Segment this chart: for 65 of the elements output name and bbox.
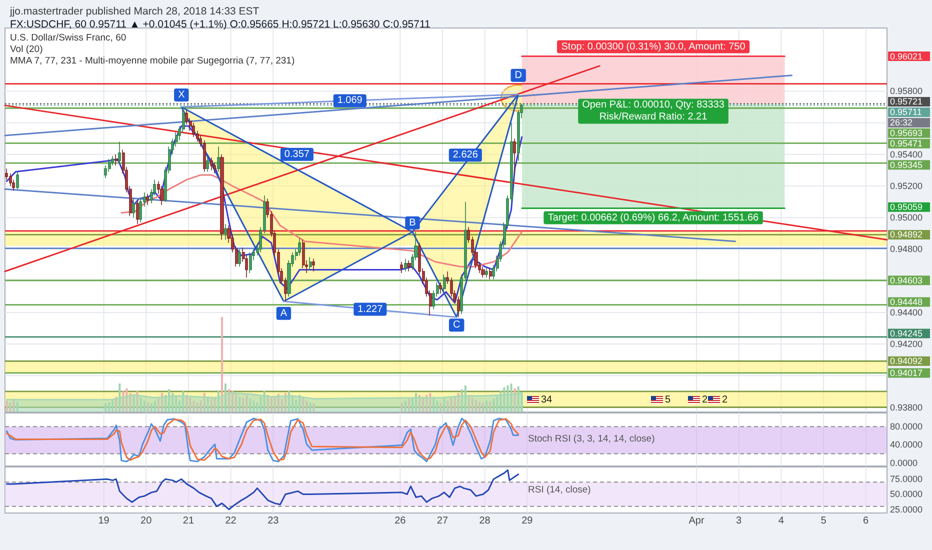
ref-line-label: 0.95721 bbox=[890, 96, 923, 107]
annotation: U.S. Dollar/Swiss Franc, 60 bbox=[10, 32, 126, 44]
x-tick-label: 27 bbox=[436, 516, 448, 526]
y-tick-label: 0.0000 bbox=[890, 458, 918, 468]
y-tick-label: 0.93800 bbox=[890, 402, 923, 412]
x-tick-label: 23 bbox=[268, 516, 280, 526]
y-tick-label: 80.0000 bbox=[890, 422, 923, 432]
y-tick-label: 25.0000 bbox=[890, 504, 923, 514]
annotation: Vol (20) bbox=[10, 44, 43, 55]
text: Stoch RSI (3, 3, 14, 14, close) bbox=[528, 434, 655, 444]
text: 0.96021 bbox=[890, 51, 923, 62]
x-tick-label: 19 bbox=[98, 516, 110, 526]
annotation: C bbox=[452, 320, 460, 331]
annotation: 2 bbox=[702, 394, 708, 406]
chart-subtitle: jjo.mastertrader published March 28, 2018 14:33 EST bbox=[9, 6, 260, 18]
ref-line-label: 0.94245 bbox=[890, 328, 923, 339]
ref-line-label: 0.95693 bbox=[890, 128, 923, 138]
annotation: A bbox=[280, 308, 288, 319]
text: 0.95059 bbox=[890, 202, 923, 212]
ref-line-label: 0.95471 bbox=[890, 138, 923, 149]
ref-line-label: 0.94603 bbox=[890, 275, 923, 286]
x-tick-label: 29 bbox=[522, 516, 534, 526]
y-tick-label: 0.95400 bbox=[890, 149, 923, 160]
annotation: 1.069 bbox=[337, 95, 363, 106]
x-tick-label: 28 bbox=[479, 516, 491, 526]
annotation: 2 bbox=[722, 394, 728, 406]
y-tick-label: 75.0000 bbox=[890, 474, 923, 484]
y-tick-label: 0.94400 bbox=[890, 307, 923, 318]
annotation: 1.227 bbox=[358, 304, 384, 315]
ref-line-label: 0.94892 bbox=[890, 230, 923, 240]
y-tick-label: 0.95000 bbox=[890, 212, 923, 223]
x-tick-label: 20 bbox=[140, 516, 152, 526]
x-tick-label: 26 bbox=[394, 516, 406, 526]
x-tick-label: 4 bbox=[778, 516, 784, 526]
annotation: 0.357 bbox=[284, 148, 310, 160]
x-tick-label: 5 bbox=[820, 516, 827, 526]
annotation: Open P&L: 0.00010, Qty: 83333 Risk/Reward Ratio: 2.21 bbox=[582, 100, 725, 123]
y-tick-label: 0.95800 bbox=[890, 86, 923, 96]
x-tick-label: 3 bbox=[736, 516, 742, 526]
x-tick-label: Apr bbox=[688, 516, 705, 526]
x-tick-label: 6 bbox=[863, 516, 870, 526]
ref-line-label: 0.94448 bbox=[890, 296, 923, 307]
text: RSI (14, close) bbox=[528, 484, 591, 496]
y-tick-label: 0.95200 bbox=[890, 181, 923, 192]
annotation: 2.626 bbox=[452, 150, 478, 161]
annotation: B bbox=[409, 217, 416, 228]
ref-line-label: 0.94092 bbox=[890, 356, 923, 366]
annotation: D bbox=[514, 70, 522, 81]
annotation: 5 bbox=[665, 394, 671, 406]
annotation: 34 bbox=[541, 394, 553, 406]
y-tick-label: 0.94200 bbox=[890, 339, 923, 350]
y-tick-label: 50.0000 bbox=[890, 489, 923, 500]
ref-line-label: 0.95711 bbox=[890, 107, 922, 118]
ref-line-label: 0.94017 bbox=[890, 368, 923, 378]
y-tick-label: 0.94800 bbox=[890, 244, 923, 254]
y-tick-label: 40.0000 bbox=[890, 440, 923, 450]
annotation: Stop: 0.00300 (0.31%) 30.0, Amount: 750 bbox=[561, 41, 746, 52]
x-tick-label: 21 bbox=[182, 516, 194, 526]
annotation: X bbox=[178, 90, 186, 101]
annotation: MMA 7, 77, 231 - Multi-moyenne mobile par Sugegorria (7, 77, 231) bbox=[10, 56, 295, 66]
chart-title: FX:USDCHF, 60 0.95711 ▲ +0.01045 (+1.1%) O:0.95665 H:0.95721 L:0.95630 C:0.95711 bbox=[10, 18, 431, 30]
text: 26:32 bbox=[890, 118, 913, 128]
annotation: Target: 0.00662 (0.69%) 66.2, Amount: 1551.66 bbox=[548, 212, 760, 224]
ref-line-label: 0.95345 bbox=[890, 160, 923, 170]
x-tick-label: 22 bbox=[225, 516, 237, 526]
